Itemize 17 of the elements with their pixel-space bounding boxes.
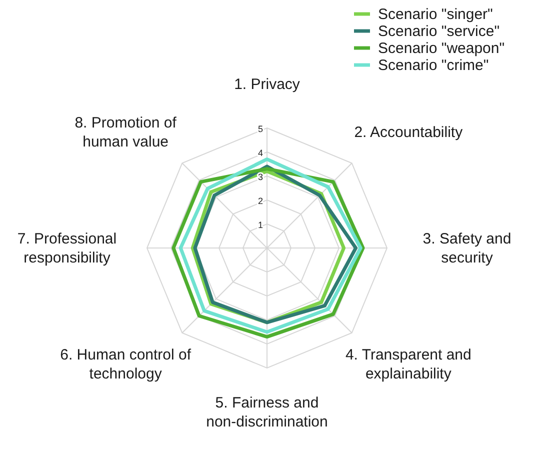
legend-label: Scenario "service"	[378, 23, 500, 40]
y-tick-label: 5	[258, 124, 263, 134]
spoke-label: 6. Human control of technology	[60, 346, 192, 382]
spoke-label: 3. Safety and security	[422, 230, 512, 266]
y-tick-label: 1	[258, 220, 263, 230]
y-tick-label: 2	[258, 196, 263, 206]
spoke-label: 1. Privacy	[234, 76, 300, 93]
y-tick-label: 3	[258, 172, 263, 182]
spoke-label: 8. Promotion of human value	[74, 114, 178, 151]
legend-label: Scenario "crime"	[378, 57, 489, 74]
y-tick-label: 4	[258, 148, 263, 158]
legend-label: Scenario "singer"	[378, 6, 493, 23]
spoke-label: 4. Transparent and explainability	[345, 346, 472, 382]
spoke-label: 5. Fairness and non-discrimination	[206, 394, 328, 430]
spoke-label: 7. Professional responsibility	[17, 230, 117, 266]
legend-label: Scenario "weapon"	[378, 40, 505, 57]
spoke-label: 2. Accountability	[354, 124, 464, 142]
